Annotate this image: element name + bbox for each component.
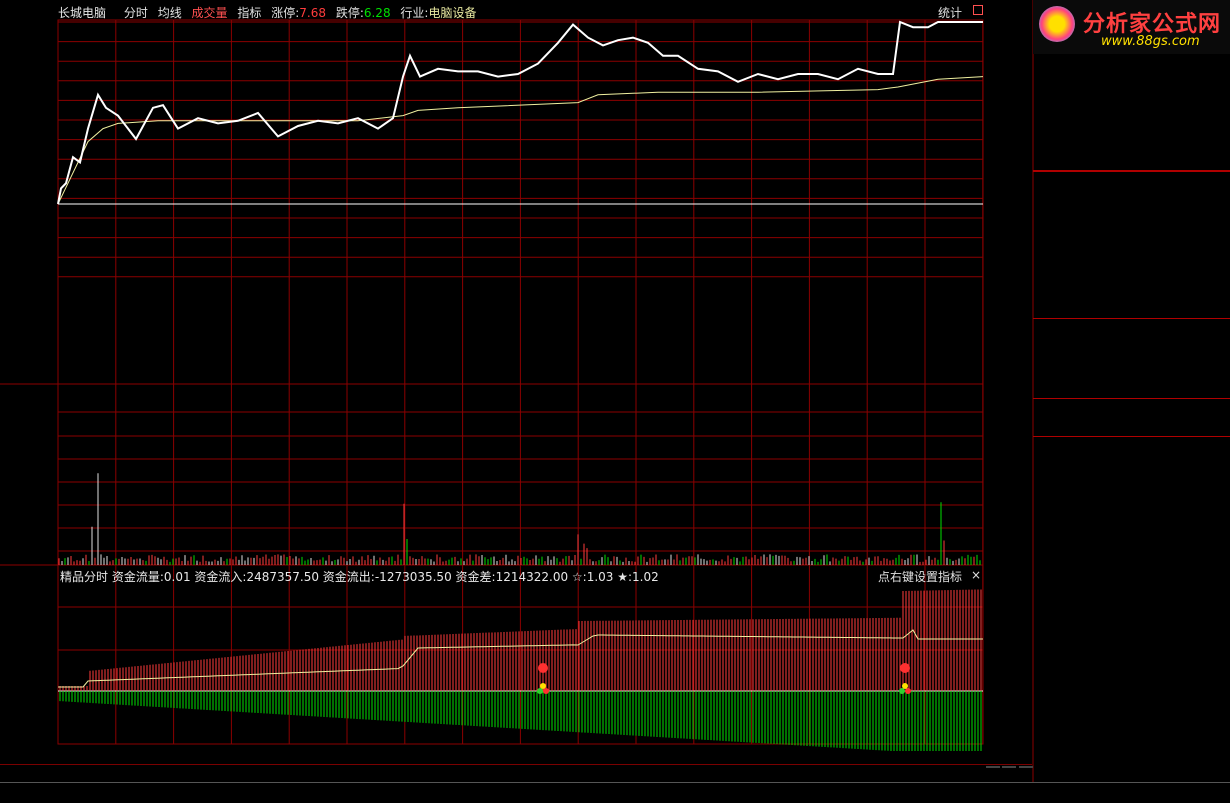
limit-down-label: 跌停: (335, 6, 364, 20)
tick-row (1033, 654, 1229, 672)
stat2-row (1033, 344, 1228, 362)
sell-level-row (1033, 131, 1228, 149)
average-price-line (57, 76, 984, 205)
tick-row (1033, 618, 1229, 636)
fund-indicator-bar: 精品分时 资金流量:0.01 资金流入:2487357.50 资金流出:-127… (60, 568, 985, 584)
panel-divider (1033, 398, 1230, 399)
sell-level-row (1033, 77, 1228, 95)
tick-row (1033, 474, 1229, 492)
fund-title: 精品分时 (60, 570, 109, 584)
tick-row (1033, 744, 1229, 762)
fund-values: 资金流量:0.01 资金流入:2487357.50 资金流出:-1273035.… (111, 570, 659, 584)
signal-dot-icon (902, 683, 908, 689)
signal-marker-icon (900, 663, 910, 673)
stat-row (1033, 266, 1228, 284)
site-logo: 分析家公式网 www.88gs.com (1033, 0, 1230, 54)
sell-level-row (1033, 95, 1228, 113)
stat-row (1033, 323, 1228, 341)
tab-fenshi[interactable]: 分时 (123, 6, 148, 20)
sell-level-row (1033, 113, 1228, 131)
flower-logo-icon (1039, 6, 1075, 42)
tick-row (1033, 762, 1229, 780)
tick-row (1033, 528, 1229, 546)
panel-divider (1033, 318, 1230, 319)
logo-url: www.88gs.com (1101, 34, 1200, 49)
tick-row (1033, 636, 1229, 654)
zoom-control-1[interactable] (1002, 766, 1016, 768)
stat-row (1033, 304, 1228, 322)
signal-dot-icon (537, 688, 543, 694)
industry-value: 电脑设备 (428, 6, 477, 20)
tab-indicator[interactable]: 指标 (237, 6, 262, 20)
fund-flow-line (58, 629, 983, 688)
now-volume-row (1033, 58, 1228, 76)
panel-divider (1033, 436, 1230, 437)
signal-marker-icon (538, 663, 548, 673)
chart-header: 长城电脑 分时 均线 成交量 指标 涨停:7.68 跌停:6.28 行业:电脑设… (58, 4, 983, 20)
tab-volume[interactable]: 成交量 (191, 6, 228, 20)
tick-row (1033, 708, 1229, 726)
signal-dot-icon (905, 688, 911, 694)
tick-row (1033, 726, 1229, 744)
stat2-row (1033, 363, 1228, 381)
zoom-control-0[interactable] (986, 766, 1000, 768)
zoom-control-2[interactable] (1019, 766, 1033, 768)
tick-row (1033, 546, 1229, 564)
tick-row (1033, 690, 1229, 708)
tick-row (1033, 600, 1229, 618)
tab-junxian[interactable]: 均线 (157, 6, 182, 20)
tick-row (1033, 672, 1229, 690)
bid-ask-divider (1033, 170, 1230, 172)
industry-label: 行业: (400, 6, 429, 20)
signal-dot-icon (543, 688, 549, 694)
fund-hint[interactable]: 点右键设置指标 (878, 570, 963, 584)
signal-dot-icon (540, 683, 546, 689)
tick-row (1033, 456, 1229, 474)
close-icon[interactable]: × (971, 568, 982, 582)
logo-title: 分析家公式网 (1083, 12, 1222, 37)
stock-name: 长城电脑 (58, 6, 107, 20)
maximize-icon[interactable] (973, 5, 983, 15)
price-line (57, 20, 983, 205)
tick-row (1033, 402, 1229, 420)
stats-button[interactable]: 统计 (938, 6, 963, 20)
tick-row (1033, 510, 1229, 528)
limit-up-label: 涨停: (271, 6, 300, 20)
tick-row (1033, 492, 1229, 510)
buy-level-row (1033, 229, 1228, 247)
buy-level-row (1033, 175, 1228, 193)
tick-row (1033, 438, 1229, 456)
tick-row (1033, 582, 1229, 600)
quote-panel (1033, 56, 1230, 764)
bottom-tab-bar-2 (0, 782, 1230, 803)
limit-down-value: 6.28 (363, 6, 391, 20)
sell-level-row (1033, 149, 1228, 167)
bottom-tab-bar (0, 764, 1033, 783)
buy-level-row (1033, 211, 1228, 229)
signal-dot-icon (899, 688, 905, 694)
buy-level-row (1033, 193, 1228, 211)
limit-up-value: 7.68 (299, 6, 326, 20)
tick-row (1033, 564, 1229, 582)
stat-row (1033, 285, 1228, 303)
buy-level-row (1033, 247, 1228, 265)
